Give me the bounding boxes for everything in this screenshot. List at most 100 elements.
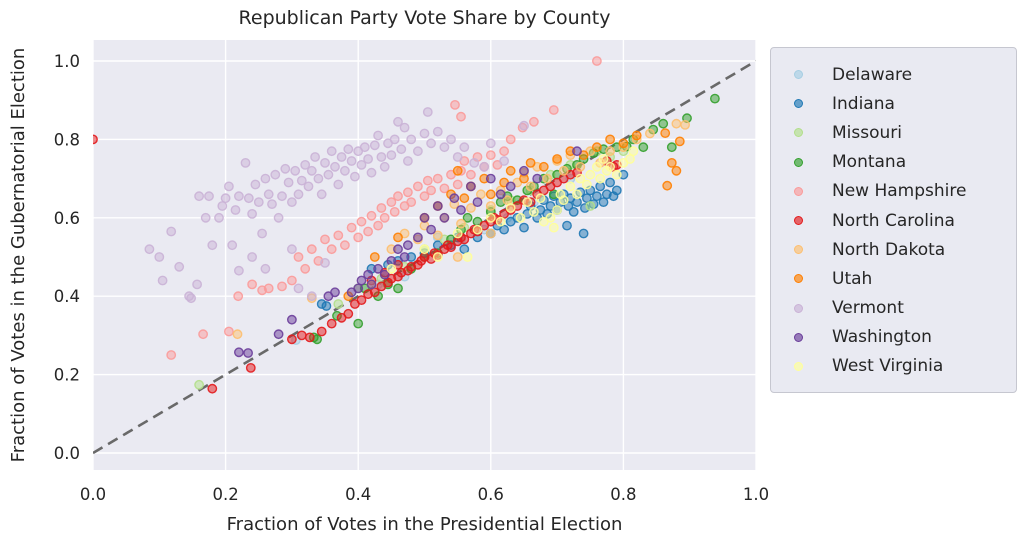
data-point [326,146,337,157]
y-tick-label: 0.2 [54,366,80,385]
data-point [220,193,231,204]
data-point [439,183,450,194]
data-point [585,201,596,211]
data-point [389,206,400,217]
data-point [485,212,496,223]
data-point [359,142,370,153]
data-point [671,165,682,176]
data-point [186,293,197,304]
data-point [505,134,516,145]
data-point [432,252,443,262]
legend-marker-icon [794,128,803,138]
data-point [618,138,629,149]
data-point [465,169,476,180]
data-point [605,177,615,188]
x-tick-label: 0.0 [80,485,106,504]
data-point [363,269,373,280]
data-point [260,263,271,274]
data-point [286,314,297,325]
x-tick-label: 0.8 [610,485,636,504]
data-point [245,362,256,373]
data-point [542,173,553,184]
data-point [373,263,383,274]
data-point [320,234,330,245]
data-point [293,283,304,294]
data-point [263,189,274,200]
data-point [393,191,403,202]
data-point [666,157,677,168]
data-point [306,165,317,176]
data-point [605,134,615,145]
data-point [339,165,350,176]
data-point [373,130,383,141]
x-axis-label: Fraction of Votes in the Presidential El… [226,514,623,535]
legend-item-montana: Montana [771,148,1016,177]
data-point [611,185,622,196]
data-point [286,197,297,208]
data-point [505,203,516,213]
data-point [250,179,261,190]
data-point [300,159,311,170]
data-point [446,134,456,145]
data-point [393,244,403,255]
data-point [316,189,327,200]
data-point [578,228,589,239]
data-point [233,265,244,276]
legend-item-indiana: Indiana [771,89,1016,118]
data-point [379,212,390,223]
data-point [592,56,602,66]
data-point [519,222,529,233]
data-point [356,216,367,227]
data-point [166,226,177,237]
data-point [286,334,297,345]
data-point [472,197,483,208]
legend-label: North Dakota [832,239,946,260]
data-point [366,210,377,221]
legend-marker-icon [794,157,803,167]
legend-label: New Hampshire [832,181,967,202]
data-point [343,308,354,319]
data-point [406,197,417,208]
data-point [356,275,367,286]
data-point [330,287,340,298]
data-point [313,173,324,184]
data-point [585,169,596,180]
data-point [396,144,407,155]
data-point [376,152,387,162]
legend-marker-icon [794,361,803,371]
data-point [666,142,677,153]
x-tick-label: 0.2 [212,485,238,504]
data-point [232,329,243,340]
data-point [465,203,476,213]
data-point [273,212,284,223]
data-point [456,205,466,215]
data-point [386,255,397,266]
legend-item-vermont: Vermont [771,294,1016,323]
data-point [214,212,224,223]
data-point [286,275,297,286]
data-point [363,226,373,237]
legend-item-delaware: Delaware [771,60,1016,89]
data-point [419,244,430,255]
data-point [562,220,572,231]
data-point [393,116,403,127]
data-point [459,234,470,245]
data-point [247,279,258,290]
data-point [525,157,536,168]
y-axis-label: Fraction of Votes in the Gubernatorial E… [8,47,29,463]
data-point [230,205,241,215]
data-point [333,299,344,309]
y-tick-label: 1.0 [54,52,80,71]
data-point [336,152,347,162]
data-point [343,144,354,155]
data-point [660,128,671,139]
data-point [485,150,496,161]
data-point [662,180,673,191]
data-point [568,206,579,217]
x-tick-label: 1.0 [743,485,769,504]
data-point [277,281,287,292]
data-point [456,111,466,122]
data-point [257,228,267,239]
data-point [505,165,516,176]
data-point [192,279,203,290]
